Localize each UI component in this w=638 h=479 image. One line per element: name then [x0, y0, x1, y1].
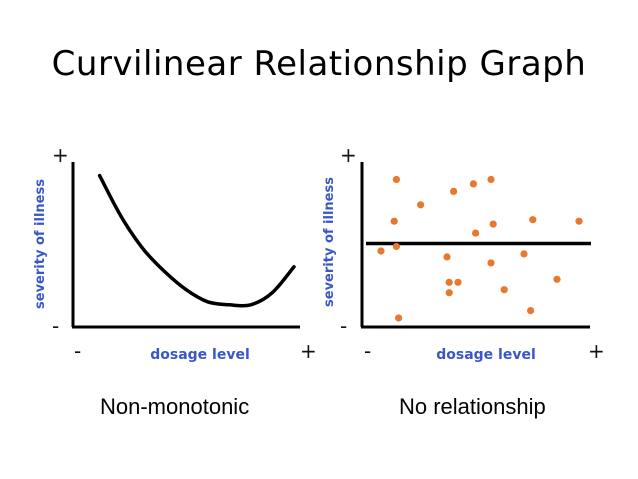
- scatter-point: [445, 289, 453, 297]
- scatter-point: [487, 259, 495, 267]
- x-plus-label: +: [300, 339, 317, 363]
- x-axis-label: dosage level: [150, 347, 250, 363]
- x-plus-label: +: [588, 339, 605, 363]
- scatter-point: [392, 242, 400, 251]
- y-axis-label: severity of illness: [33, 179, 48, 309]
- y-minus-label: -: [340, 314, 347, 338]
- scatter-point: [575, 217, 583, 225]
- scatter-point: [553, 275, 561, 283]
- scatter-point: [443, 253, 451, 261]
- scatter-point: [417, 201, 425, 209]
- caption-non-monotonic: Non-monotonic: [100, 394, 250, 419]
- x-minus-label: -: [74, 339, 81, 363]
- scatter-point: [489, 220, 497, 228]
- y-plus-label: +: [52, 143, 69, 167]
- scatter-point: [469, 180, 477, 188]
- scatter-point: [454, 278, 462, 286]
- scatter-point: [450, 187, 458, 195]
- caption-no-relationship: No relationship: [399, 394, 546, 419]
- scatter-point: [500, 286, 508, 294]
- scatter-point: [529, 216, 537, 224]
- slide-title: Curvilinear Relationship Graph: [51, 44, 587, 84]
- scatter-point: [390, 217, 398, 225]
- scatter-point: [520, 250, 528, 258]
- y-plus-label: +: [340, 143, 357, 167]
- chart-non-monotonic: + - - + severity of illness dosage level: [33, 143, 317, 363]
- scatter-point: [487, 175, 495, 184]
- scatter-points: [377, 175, 583, 322]
- scatter-point: [377, 247, 385, 255]
- chart-no-relationship: + - - + severity of illness dosage level: [322, 143, 605, 363]
- scatter-point: [445, 278, 453, 286]
- x-minus-label: -: [364, 339, 371, 363]
- scatter-point: [472, 229, 480, 237]
- scatter-point: [392, 175, 400, 184]
- scatter-point: [527, 307, 535, 315]
- curve-line: [97, 173, 296, 308]
- x-axis-label: dosage level: [436, 347, 536, 363]
- scatter-point: [395, 314, 403, 322]
- y-minus-label: -: [52, 314, 59, 338]
- y-axis-label: severity of illness: [322, 177, 337, 307]
